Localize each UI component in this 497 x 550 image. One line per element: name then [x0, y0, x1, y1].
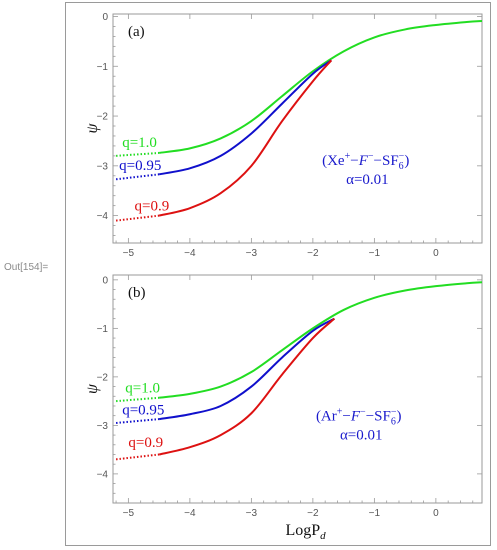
plot-frame [112, 13, 483, 244]
panel-label: (a) [128, 24, 145, 40]
output-frame [65, 2, 491, 546]
series-line-start-q=0.95 [115, 173, 160, 181]
x-tick-label: 0 [433, 248, 439, 259]
y-tick-label: −3 [97, 161, 109, 172]
series-label: q=1.0 [125, 380, 160, 396]
x-tick-label: −4 [184, 508, 196, 519]
series-label: q=0.9 [128, 435, 163, 451]
series-line-q=0.95 [158, 59, 332, 176]
annotation-alpha: α=0.01 [340, 428, 383, 444]
annotation-alpha: α=0.01 [346, 172, 389, 188]
x-axis-label: LogPd [286, 522, 327, 542]
x-tick-label: −1 [369, 248, 381, 259]
x-tick-label: −2 [307, 508, 319, 519]
series-line-start-q=0.9 [115, 214, 160, 222]
panel-label: (b) [128, 285, 146, 301]
series-label: q=1.0 [122, 135, 157, 151]
y-tick-label: −2 [97, 372, 109, 383]
series-line-q=0.9 [158, 317, 336, 456]
x-tick-label: 0 [433, 508, 439, 519]
x-tick-label: −5 [123, 508, 135, 519]
series-label: q=0.9 [135, 199, 170, 215]
series-line-q=1.0 [159, 281, 483, 399]
chart-panel-a: −5 −4 −3 −2 −1 0 0 −1 −2 −3 −4 q=1.0 q=0.95 q=0.9 (a) (… [84, 12, 483, 259]
y-tick-label: −4 [97, 211, 109, 222]
series-line-start-q=1.0 [116, 151, 160, 157]
series-line-start-q=0.95 [115, 418, 160, 424]
series-label: q=0.95 [122, 403, 164, 419]
y-tick-label: −3 [97, 421, 109, 432]
series-line-q=0.95 [158, 317, 335, 421]
x-tick-label: −5 [123, 248, 135, 259]
annotation-species: (Ar+−F−−SF6−) [316, 407, 402, 428]
series-line-q=1.0 [158, 19, 483, 154]
x-tick-label: −3 [246, 248, 258, 259]
y-tick-label: −1 [97, 62, 109, 73]
series-label: q=0.95 [119, 158, 161, 174]
y-tick-label: −2 [97, 112, 109, 123]
y-axis-label: ψ [84, 383, 101, 394]
x-tick-label: −2 [307, 248, 319, 259]
output-cell-label: Out[154]= [4, 262, 49, 273]
series-line-start-q=0.9 [115, 453, 160, 461]
y-tick-label: −4 [97, 469, 109, 480]
chart-panel-b: −5 −4 −3 −2 −1 0 0 −1 −2 −3 −4 q=1.0 q=0.95 q=0.9 (b) (… [84, 274, 483, 542]
series-line-start-q=1.0 [115, 396, 160, 403]
x-tick-label: −4 [184, 248, 196, 259]
annotation-species: (Xe+−F−−SF6−) [322, 151, 409, 172]
y-axis-label: ψ [84, 122, 101, 133]
x-tick-label: −3 [246, 508, 258, 519]
plot-frame [112, 274, 483, 504]
y-tick-label: 0 [102, 12, 108, 23]
x-tick-label: −1 [369, 508, 381, 519]
y-tick-label: −1 [97, 324, 109, 335]
y-tick-label: 0 [102, 275, 108, 286]
series-line-q=0.9 [158, 59, 333, 217]
